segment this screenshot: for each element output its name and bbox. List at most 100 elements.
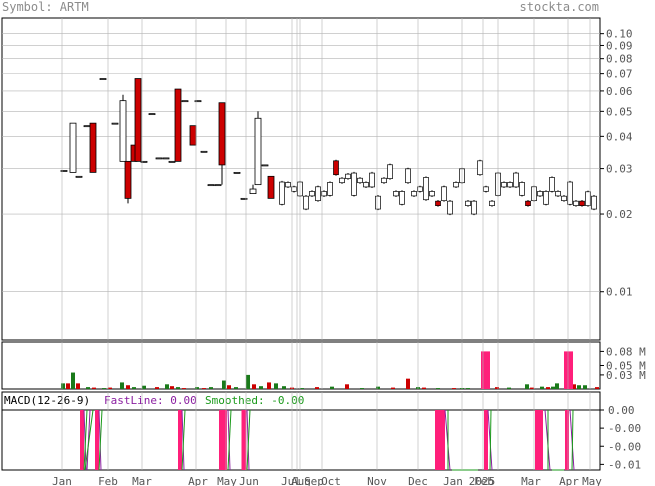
candle-body <box>477 160 483 176</box>
macd-smoothed-line <box>98 409 103 471</box>
candle-body <box>60 170 68 172</box>
macd-smoothed-line <box>181 409 186 471</box>
macd-bar <box>219 410 227 470</box>
candle-body <box>513 172 519 188</box>
volume-bar <box>102 388 106 389</box>
candle-body <box>579 200 585 207</box>
volume-bar <box>76 383 80 389</box>
candle-body <box>465 200 471 207</box>
volume-bar <box>466 388 470 389</box>
candle-body <box>501 182 507 188</box>
volume-bar <box>259 386 263 389</box>
volume-bar <box>246 374 250 389</box>
volume-bar <box>530 387 534 389</box>
candle-body <box>218 102 226 166</box>
candle-body <box>214 184 222 187</box>
site-name: stockta.com <box>519 0 599 14</box>
candle-body <box>279 181 285 205</box>
candle-body <box>309 191 315 197</box>
macd-bar <box>435 410 445 470</box>
macd-frame <box>1 391 601 471</box>
candle-body <box>363 182 369 188</box>
x-tick-label: Mar <box>132 475 152 486</box>
macd-bar <box>565 410 569 470</box>
y-tick-label: 0.05 M <box>606 360 646 373</box>
x-tick-label: May <box>582 475 602 486</box>
y-tick-label: 0.03 <box>606 163 633 176</box>
volume-bar <box>165 384 169 389</box>
candle-body <box>267 175 275 199</box>
x-tick-label: Apr <box>188 475 208 486</box>
candle-body <box>200 150 208 153</box>
macd-smoothed-label: Smoothed: -0.00 <box>205 394 304 407</box>
x-tick-label: Jan <box>52 475 72 486</box>
candle-body <box>327 182 333 196</box>
candle-body <box>194 100 202 103</box>
candle-body <box>375 195 381 210</box>
y-tick-label: 0.08 <box>606 53 633 66</box>
volume-bar <box>376 386 380 389</box>
x-tick-label: Apr <box>559 475 579 486</box>
candle-body <box>417 186 423 192</box>
candle-body <box>555 191 561 197</box>
candle-body <box>83 125 91 128</box>
macd-panel: MACD(12-26-9) FastLine: 0.00 Smoothed: -0.… <box>1 391 641 471</box>
y-tick-label: -0.01 <box>608 458 641 471</box>
macd-smoothed-line <box>571 409 574 471</box>
candle-body <box>393 191 399 197</box>
y-tick-label: 0.02 <box>606 208 633 221</box>
volume-bar <box>252 384 256 389</box>
x-tick-label: 2025 <box>469 475 496 486</box>
candle-body <box>254 117 262 186</box>
y-tick-label: 0.05 <box>606 105 633 118</box>
macd-smoothed-line <box>84 409 94 471</box>
x-tick-label: Sep <box>304 475 324 486</box>
candle-body <box>181 100 189 103</box>
volume-bar <box>525 384 529 389</box>
candle-body <box>387 164 393 179</box>
candle-body <box>369 172 375 188</box>
candle-body <box>345 173 351 179</box>
volume-bar <box>222 380 226 389</box>
candle-body <box>357 177 363 184</box>
candle-body <box>321 191 327 197</box>
candle-body <box>249 188 257 195</box>
macd-bar <box>178 410 182 470</box>
x-tick-label: Feb <box>98 475 118 486</box>
volume-bar <box>540 386 544 389</box>
candle-body <box>233 171 241 174</box>
y-tick-label: 0.04 <box>606 130 633 143</box>
candle-body <box>405 168 411 184</box>
volume-bar <box>227 385 231 389</box>
x-tick-label: Aug <box>291 475 311 486</box>
volume-bar <box>155 387 159 389</box>
volume-bar <box>406 378 410 389</box>
y-tick-label: 0.08 M <box>606 345 646 358</box>
candle-body <box>240 197 248 200</box>
candle-body <box>207 184 215 187</box>
y-tick-label: 0.09 <box>606 39 633 52</box>
candle-body <box>519 182 525 196</box>
volume-bar <box>555 383 559 389</box>
candle-body <box>148 113 156 116</box>
y-tick-label: 0.00 <box>608 404 635 417</box>
volume-bar <box>282 386 286 389</box>
volume-bar <box>92 387 96 389</box>
volume-bar <box>452 388 456 389</box>
x-tick-label: Jul <box>281 475 301 486</box>
macd-title: MACD(12-26-9) <box>4 394 90 407</box>
volume-bar <box>120 382 124 389</box>
candle-body <box>134 78 142 162</box>
volume-bar <box>108 387 112 389</box>
candle-body <box>411 191 417 197</box>
x-tick-label: Nov <box>367 475 387 486</box>
volume-bar <box>86 387 90 389</box>
x-tick-label: Mar <box>521 475 541 486</box>
volume-bar <box>583 385 587 389</box>
candle-body <box>189 125 197 146</box>
candle-body <box>119 100 127 162</box>
candle-body <box>489 200 495 207</box>
volume-bar <box>234 387 238 389</box>
candle-body <box>111 122 119 125</box>
